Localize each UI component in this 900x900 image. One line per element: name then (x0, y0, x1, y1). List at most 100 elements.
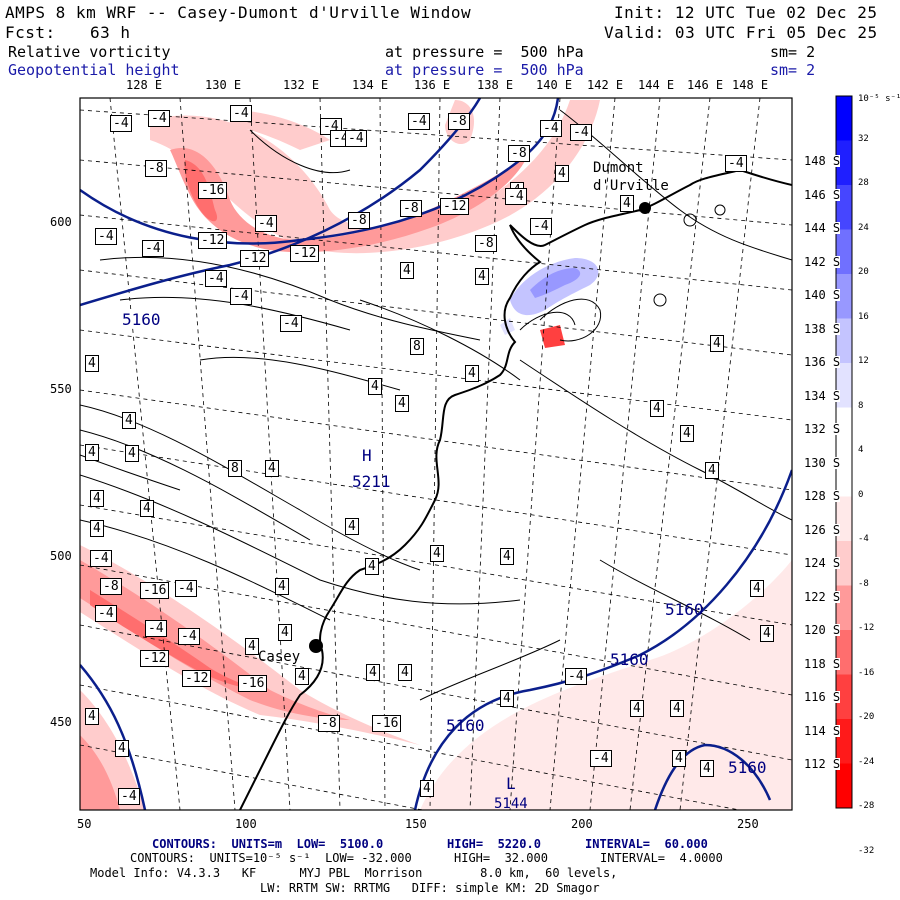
colorbar-label: 16 (858, 311, 869, 322)
field2-name: Geopotential height (8, 61, 180, 79)
vorticity-contour-label: 4 (475, 268, 489, 285)
vorticity-contour-label: -8 (400, 200, 422, 217)
lat-label: 112 S (804, 757, 841, 771)
x-tick: 250 (737, 817, 759, 831)
footer-vorticity-high: HIGH= 32.000 (454, 851, 548, 865)
vorticity-contour-label: -4 (95, 228, 117, 245)
colorbar-label: 0 (858, 489, 864, 500)
vorticity-contour-label: -4 (570, 124, 592, 141)
casey-marker (309, 639, 323, 653)
lat-label: 140 S (804, 288, 841, 302)
field1-name: Relative vorticity (8, 43, 171, 61)
vorticity-contour-label: -12 (290, 245, 320, 262)
lat-label: 126 S (804, 522, 841, 537)
field1-smoothing: sm= 2 (770, 43, 816, 61)
vorticity-contour-label: -12 (240, 250, 270, 267)
colorbar-label: -32 (858, 845, 875, 856)
vorticity-contour-label: 4 (680, 425, 694, 442)
footer-height-contours: CONTOURS: UNITS=m LOW= 5100.0 (152, 837, 384, 851)
vorticity-contour-label: -4 (255, 215, 277, 232)
colorbar-segment (836, 674, 852, 719)
lat-label: 116 S (804, 690, 841, 704)
lon-label: 146 E (687, 78, 724, 92)
height-label: 5160 (122, 310, 161, 329)
x-tick: 100 (235, 817, 257, 831)
high-value: 5211 (352, 472, 391, 491)
lon-label: 138 E (477, 78, 514, 92)
vorticity-contour-label: -4 (205, 270, 227, 287)
vorticity-contour-label: -4 (280, 315, 302, 332)
footer-height-high: HIGH= 5220.0 (447, 837, 541, 851)
vorticity-contour-label: -8 (318, 715, 340, 732)
colorbar-label: -4 (858, 534, 869, 544)
lat-label: 136 S (804, 355, 841, 369)
vorticity-contour-label: 4 (275, 578, 289, 595)
vorticity-contour-label: -8 (508, 145, 530, 162)
lat-label: 124 S (804, 556, 841, 570)
vorticity-contour-label: -4 (540, 120, 562, 137)
low-value: 5144 (494, 796, 528, 812)
vorticity-contour-label: 4 (555, 165, 569, 182)
y-tick: 500 (50, 549, 72, 563)
lon-label: 140 E (536, 78, 573, 92)
lon-label: 130 E (205, 78, 242, 92)
vorticity-contour-label: 4 (670, 700, 684, 717)
lon-label: 142 E (587, 78, 624, 92)
vorticity-contour-label: 4 (705, 462, 719, 479)
vorticity-contour-label: -4 (590, 750, 612, 767)
colorbar-label: -12 (858, 623, 875, 633)
vorticity-contour-label: -4 (505, 188, 527, 205)
vorticity-contour-label: 4 (115, 740, 129, 757)
lat-label: 114 S (804, 723, 841, 738)
colorbar-label: 8 (858, 400, 864, 411)
colorbar-label: 24 (858, 222, 869, 233)
lon-label: 128 E (126, 78, 163, 92)
lon-label: 132 E (283, 78, 320, 92)
field1-level: at pressure = 500 hPa (385, 43, 584, 61)
vorticity-contour-label: -16 (238, 675, 268, 692)
vorticity-contour-label: 4 (500, 548, 514, 565)
geopotential-contours (80, 98, 792, 810)
footer-vorticity-contours: CONTOURS: UNITS=10⁻⁵ s⁻¹ LOW= -32.000 (130, 851, 412, 865)
footer-height-interval: INTERVAL= 60.000 (585, 837, 708, 851)
vorticity-contour-label: -8 (145, 160, 167, 177)
footer-vorticity-interval: INTERVAL= 4.0000 (600, 851, 723, 865)
vorticity-contour-label: 8 (410, 338, 424, 355)
forecast-label: Fcst: (5, 23, 56, 42)
colorbar-label: 32 (858, 133, 869, 144)
lat-label: 122 S (804, 589, 841, 604)
dumont-durville-label: Dumont d'Urville (593, 160, 669, 194)
vorticity-contour-label: 4 (245, 638, 259, 655)
vorticity-contour-label: -4 (110, 115, 132, 132)
lat-label: 146 S (804, 187, 841, 202)
vorticity-contour-label: 4 (710, 335, 724, 352)
casey-label: Casey (258, 649, 301, 665)
vorticity-contour-label: 4 (85, 444, 99, 461)
vorticity-contour-label: 4 (140, 500, 154, 517)
vorticity-contour-label: 4 (650, 400, 664, 417)
vorticity-contour-label: -4 (95, 605, 117, 622)
vorticity-contour-label: 4 (430, 545, 444, 562)
vorticity-contour-label: 4 (265, 460, 279, 477)
lon-label: 144 E (638, 78, 675, 92)
vorticity-contour-label: -4 (408, 113, 430, 130)
lon-label: 148 E (732, 78, 769, 92)
lon-label: 134 E (352, 78, 389, 92)
colorbar-segment (836, 407, 852, 452)
footer-model-info: Model Info: V4.3.3 KF MYJ PBL Morrison 8… (90, 866, 618, 880)
vorticity-contour-label: -4 (175, 580, 197, 597)
vorticity-contour-label: -4 (142, 240, 164, 257)
colorbar-label: -8 (858, 578, 869, 589)
positive-vorticity-shading (500, 258, 599, 335)
chart-title: AMPS 8 km WRF -- Casey-Dumont d'Urville … (5, 3, 472, 22)
vorticity-contour-label: -12 (440, 198, 470, 215)
height-label: 5160 (728, 758, 767, 777)
vorticity-contour-label: -12 (140, 650, 170, 667)
colorbar-label: 28 (858, 178, 869, 188)
lat-label: 128 S (804, 489, 841, 503)
vorticity-contour-label: 4 (90, 520, 104, 537)
vorticity-contour-label: -4 (565, 668, 587, 685)
x-tick: 150 (405, 817, 427, 831)
colorbar-frame (835, 95, 853, 809)
height-label: 5160 (665, 600, 704, 619)
